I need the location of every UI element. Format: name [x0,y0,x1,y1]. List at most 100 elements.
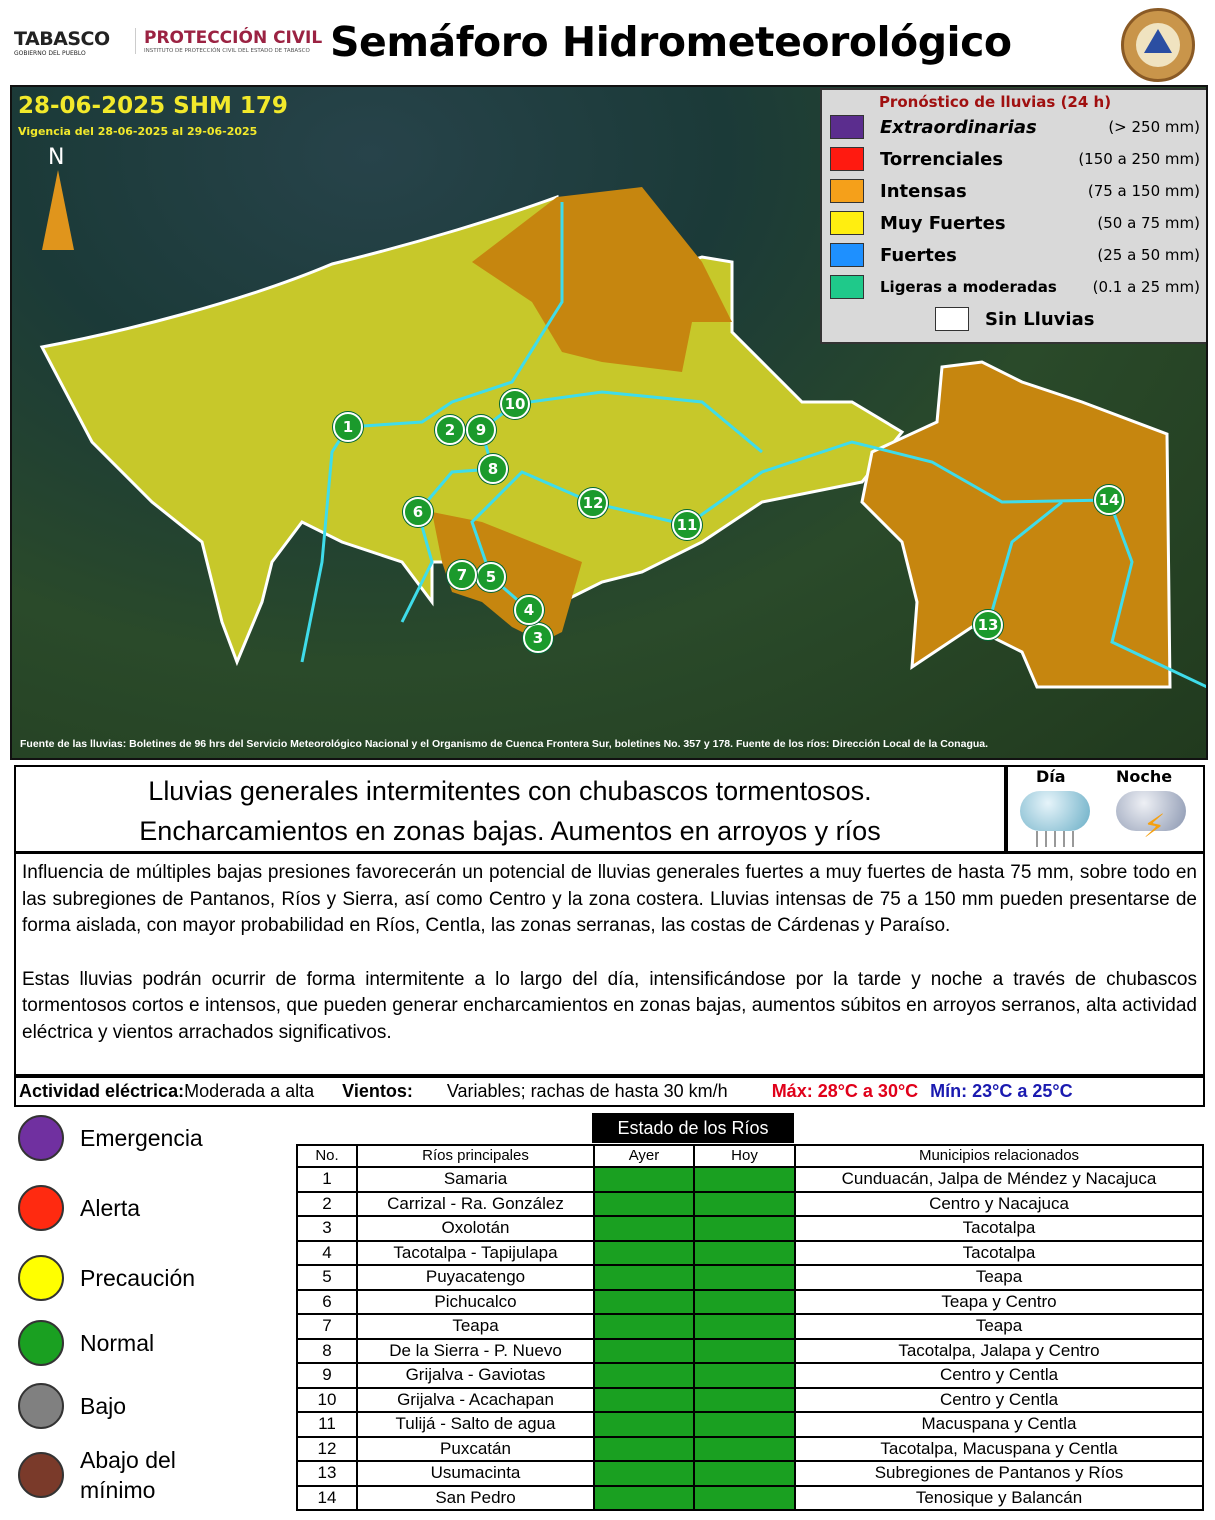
status-hoy [693,1288,796,1315]
status-legend-item: Emergencia [18,1115,203,1161]
temp-max: Máx: 28°C a 30°C [771,1081,919,1101]
status-color-icon [18,1185,64,1231]
table-row: 7 Teapa Teapa [296,1313,1204,1340]
status-ayer [593,1337,695,1364]
river-station-marker: 8 [478,454,508,484]
legend-swatch [830,211,864,235]
river-station-marker: 14 [1094,485,1124,515]
table-row: 8 De la Sierra - P. Nuevo Tacotalpa, Jalap… [296,1337,1204,1364]
proteccion-civil-logo: PROTECCIÓN CIVIL INSTITUTO DE PROTECCIÓN … [135,28,322,54]
legend-item: Torrenciales (150 a 250 mm) [830,143,1200,175]
status-hoy [693,1313,796,1340]
rain-forecast-map: 28-06-2025 SHM 179 Vigencia del 28-06-20… [10,85,1208,760]
status-ayer [593,1362,695,1389]
legend-item: Ligeras a moderadas (0.1 a 25 mm) [830,271,1200,303]
legend-name: Ligeras a moderadas [880,278,1057,296]
river-station-marker: 12 [578,488,608,518]
legend-item: Extraordinarias (> 250 mm) [830,111,1200,143]
validity-period: Vigencia del 28-06-2025 al 29-06-2025 [18,125,258,138]
legend-range: (75 a 150 mm) [1087,182,1200,200]
legend-range: (150 a 250 mm) [1078,150,1200,168]
status-hoy [693,1386,796,1413]
rivers-title: Estado de los Ríos [592,1113,794,1143]
wind-value: Variables; rachas de hasta 30 km/h [446,1081,728,1101]
table-row: 3 Oxolotán Tacotalpa [296,1215,1204,1242]
day-label: Día [1036,767,1066,786]
table-row: 14 San Pedro Tenosique y Balancán [296,1484,1204,1511]
table-row: 11 Tulijá - Salto de agua Macuspana y Cent… [296,1411,1204,1438]
legend-name: Sin Lluvias [985,308,1095,330]
status-hoy [693,1337,796,1364]
legend-name: Muy Fuertes [880,212,1006,234]
status-hoy [693,1460,796,1487]
river-station-marker: 5 [476,562,506,592]
river-station-marker: 10 [500,389,530,419]
status-ayer [593,1239,695,1266]
river-station-marker: 7 [447,560,477,590]
table-row: 10 Grijalva - Acachapan Centro y Centla [296,1386,1204,1413]
status-hoy [693,1166,796,1193]
river-station-marker: 13 [973,610,1003,640]
status-legend-item: Abajo del mínimo [18,1445,200,1505]
night-label: Noche [1116,767,1173,786]
status-color-icon [18,1320,64,1366]
legend-range: (0.1 a 25 mm) [1092,278,1200,296]
wind-label: Vientos: [342,1081,413,1101]
river-station-marker: 2 [435,415,465,445]
electric-value: Moderada a alta [184,1081,315,1101]
north-arrow-icon: N [42,145,74,250]
status-legend-item: Normal [18,1320,200,1366]
status-color-icon [18,1452,64,1498]
forecast-description: Influencia de múltiples bajas presiones … [14,852,1205,1076]
legend-item: Fuertes (25 a 50 mm) [830,239,1200,271]
status-ayer [593,1288,695,1315]
status-ayer [593,1460,695,1487]
status-hoy [693,1190,796,1217]
status-hoy [693,1362,796,1389]
legend-title: Pronóstico de lluvias (24 h) [878,93,1112,111]
legend-name: Intensas [880,180,967,202]
status-color-icon [18,1255,64,1301]
data-source: Fuente de las lluvias: Boletines de 96 h… [20,738,989,750]
status-ayer [593,1166,695,1193]
legend-range: (50 a 75 mm) [1097,214,1200,232]
legend-swatch [830,243,864,267]
status-ayer [593,1386,695,1413]
rain-cloud-icon [1020,791,1090,831]
legend-name: Extraordinarias [880,116,1037,138]
status-legend-item: Alerta [18,1185,200,1231]
river-station-marker: 3 [523,623,553,653]
legend-name: Torrenciales [880,148,1004,170]
status-color-icon [18,1383,64,1429]
table-row: 13 Usumacinta Subregiones de Pantanos y Rí… [296,1460,1204,1487]
status-hoy [693,1411,796,1438]
table-row: 12 Puxcatán Tacotalpa, Macuspana y Centla [296,1435,1204,1462]
page-title: Semáforo Hidrometeorológico [330,18,1012,66]
electric-label: Actividad eléctrica: [19,1081,185,1101]
legend-swatch [830,115,864,139]
legend-item: Sin Lluvias [830,303,1200,335]
legend-range: (25 a 50 mm) [1097,246,1200,264]
status-ayer [593,1484,695,1511]
table-row: 2 Carrizal - Ra. González Centro y Nacajuc… [296,1190,1204,1217]
legend-swatch [830,275,864,299]
legend-swatch [935,307,969,331]
status-hoy [693,1215,796,1242]
table-row: 6 Pichucalco Teapa y Centro [296,1288,1204,1315]
legend-range: (> 250 mm) [1108,118,1200,136]
status-ayer [593,1313,695,1340]
zone-intensas-north [472,187,732,372]
civil-protection-seal [1121,8,1195,82]
forecast-summary: Lluvias generales intermitentes con chub… [14,765,1006,853]
table-row: 4 Tacotalpa - Tapijulapa Tacotalpa [296,1239,1204,1266]
thunderstorm-icon [1116,791,1186,831]
legend-swatch [830,179,864,203]
status-ayer [593,1215,695,1242]
table-row: 1 Samaria Cunduacán, Jalpa de Méndez y Nac… [296,1166,1204,1193]
river-station-marker: 11 [672,510,702,540]
temp-min: Mín: 23°C a 25°C [930,1081,1073,1101]
rivers-table: No. Ríos principales Ayer Hoy Municipios… [296,1144,1204,1511]
legend-swatch [830,147,864,171]
status-ayer [593,1264,695,1291]
status-color-icon [18,1115,64,1161]
